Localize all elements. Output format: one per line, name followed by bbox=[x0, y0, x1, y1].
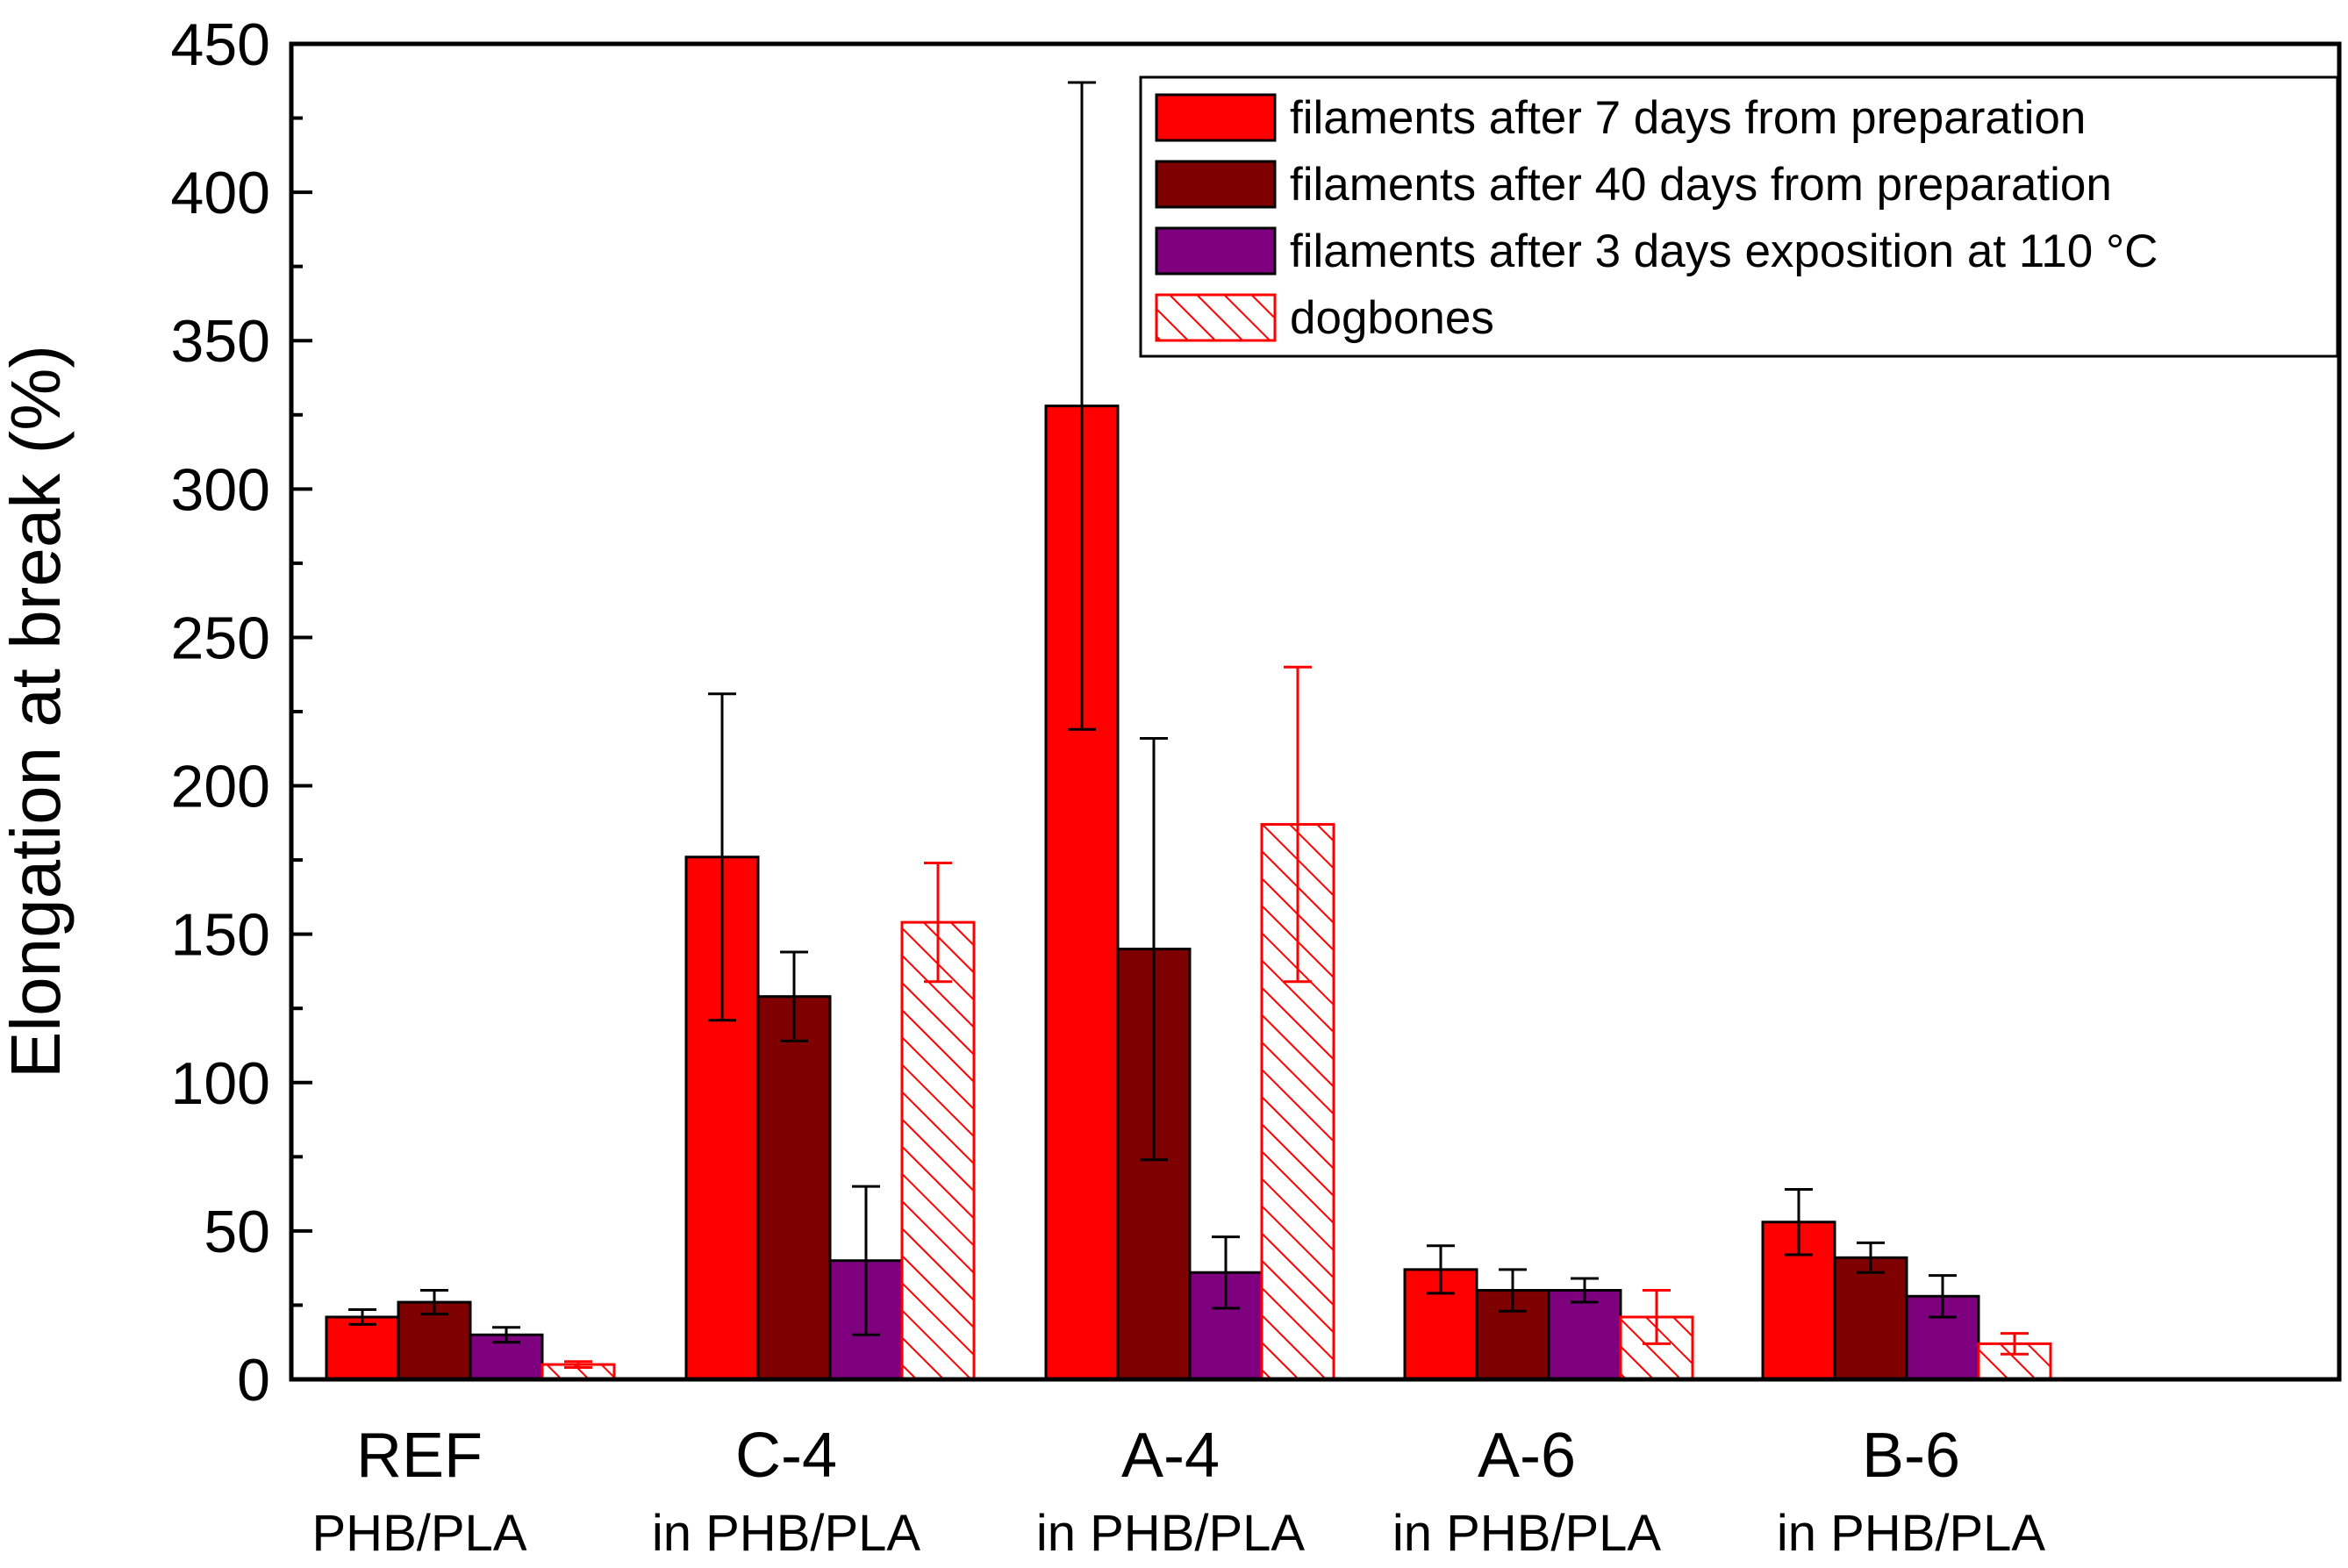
x-axis-labels: REF PHB/PLA C-4 in PHB/PLA A-4 in PHB/PLA A-6 i… bbox=[312, 1421, 2046, 1562]
error-bar bbox=[492, 1326, 520, 1344]
error-bar bbox=[1571, 1277, 1599, 1304]
x-category-label: B-6 bbox=[1862, 1421, 1960, 1491]
error-bar bbox=[1643, 1289, 1671, 1345]
error-bars bbox=[348, 81, 2029, 1369]
y-tick-label: 200 bbox=[171, 754, 270, 820]
x-category-sublabel: in PHB/PLA bbox=[652, 1505, 921, 1562]
y-tick-label: 400 bbox=[171, 160, 270, 226]
y-tick-label: 100 bbox=[171, 1050, 270, 1117]
error-bar bbox=[924, 861, 952, 984]
bars bbox=[325, 405, 2052, 1381]
y-tick-label: 350 bbox=[171, 308, 270, 375]
y-axis-title: Elongation at break (%) bbox=[0, 345, 75, 1078]
y-tick-label: 300 bbox=[171, 456, 270, 523]
x-category-label: C-4 bbox=[735, 1421, 837, 1491]
error-bar bbox=[420, 1289, 448, 1316]
legend-label-3: filaments after 3 days exposition at 110… bbox=[1290, 226, 2158, 277]
legend-swatch-4 bbox=[1155, 293, 1277, 342]
x-category-sublabel: PHB/PLA bbox=[312, 1505, 527, 1562]
bar-ref-series-1 bbox=[325, 1315, 400, 1381]
bar-b-6-series-2 bbox=[1833, 1256, 1908, 1381]
error-bar bbox=[1857, 1241, 1885, 1274]
legend: filaments after 7 days from preparation f… bbox=[1139, 75, 2339, 358]
error-bar bbox=[1499, 1268, 1527, 1313]
x-category-label: REF bbox=[356, 1421, 483, 1491]
x-category-sublabel: in PHB/PLA bbox=[1777, 1505, 2046, 1562]
x-category-sublabel: in PHB/PLA bbox=[1392, 1505, 1662, 1562]
legend-swatch-3 bbox=[1155, 226, 1277, 276]
error-bar bbox=[1427, 1244, 1455, 1295]
error-bar bbox=[1140, 736, 1168, 1162]
legend-swatch-2 bbox=[1155, 160, 1277, 209]
legend-label-4: dogbones bbox=[1290, 292, 1494, 344]
y-tick-label: 0 bbox=[237, 1347, 270, 1414]
error-bar bbox=[708, 692, 736, 1022]
error-bar bbox=[1929, 1274, 1957, 1319]
bar-c-4-series-1 bbox=[684, 856, 760, 1381]
error-bar bbox=[1068, 81, 1096, 731]
bar-c-4-series-4 bbox=[900, 920, 976, 1381]
error-bar bbox=[564, 1360, 592, 1369]
plot-frame bbox=[289, 41, 2342, 1382]
legend-label-2: filaments after 40 days from preparation bbox=[1290, 159, 2112, 211]
error-bar bbox=[1284, 665, 1312, 984]
error-bar bbox=[852, 1185, 880, 1336]
x-category-label: A-4 bbox=[1121, 1421, 1220, 1491]
x-category-sublabel: in PHB/PLA bbox=[1036, 1505, 1306, 1562]
error-bar bbox=[1785, 1188, 1813, 1257]
legend-label-1: filaments after 7 days from preparation bbox=[1290, 92, 2086, 144]
bar-a-6-series-3 bbox=[1547, 1289, 1622, 1381]
y-axis-ticks: 0 50 100 150 200 250 300 350 400 450 bbox=[171, 11, 312, 1414]
legend-swatch-1 bbox=[1155, 93, 1277, 142]
y-tick-label: 150 bbox=[171, 902, 270, 969]
x-category-label: A-6 bbox=[1478, 1421, 1576, 1491]
legend-box bbox=[1139, 75, 2339, 358]
y-tick-label: 50 bbox=[204, 1199, 270, 1265]
error-bar bbox=[348, 1308, 376, 1326]
y-tick-label: 450 bbox=[171, 11, 270, 78]
error-bar bbox=[2001, 1332, 2029, 1356]
error-bar bbox=[1212, 1235, 1240, 1310]
error-bar bbox=[780, 950, 808, 1042]
y-tick-label: 250 bbox=[171, 605, 270, 671]
bar-c-4-series-2 bbox=[756, 995, 832, 1381]
